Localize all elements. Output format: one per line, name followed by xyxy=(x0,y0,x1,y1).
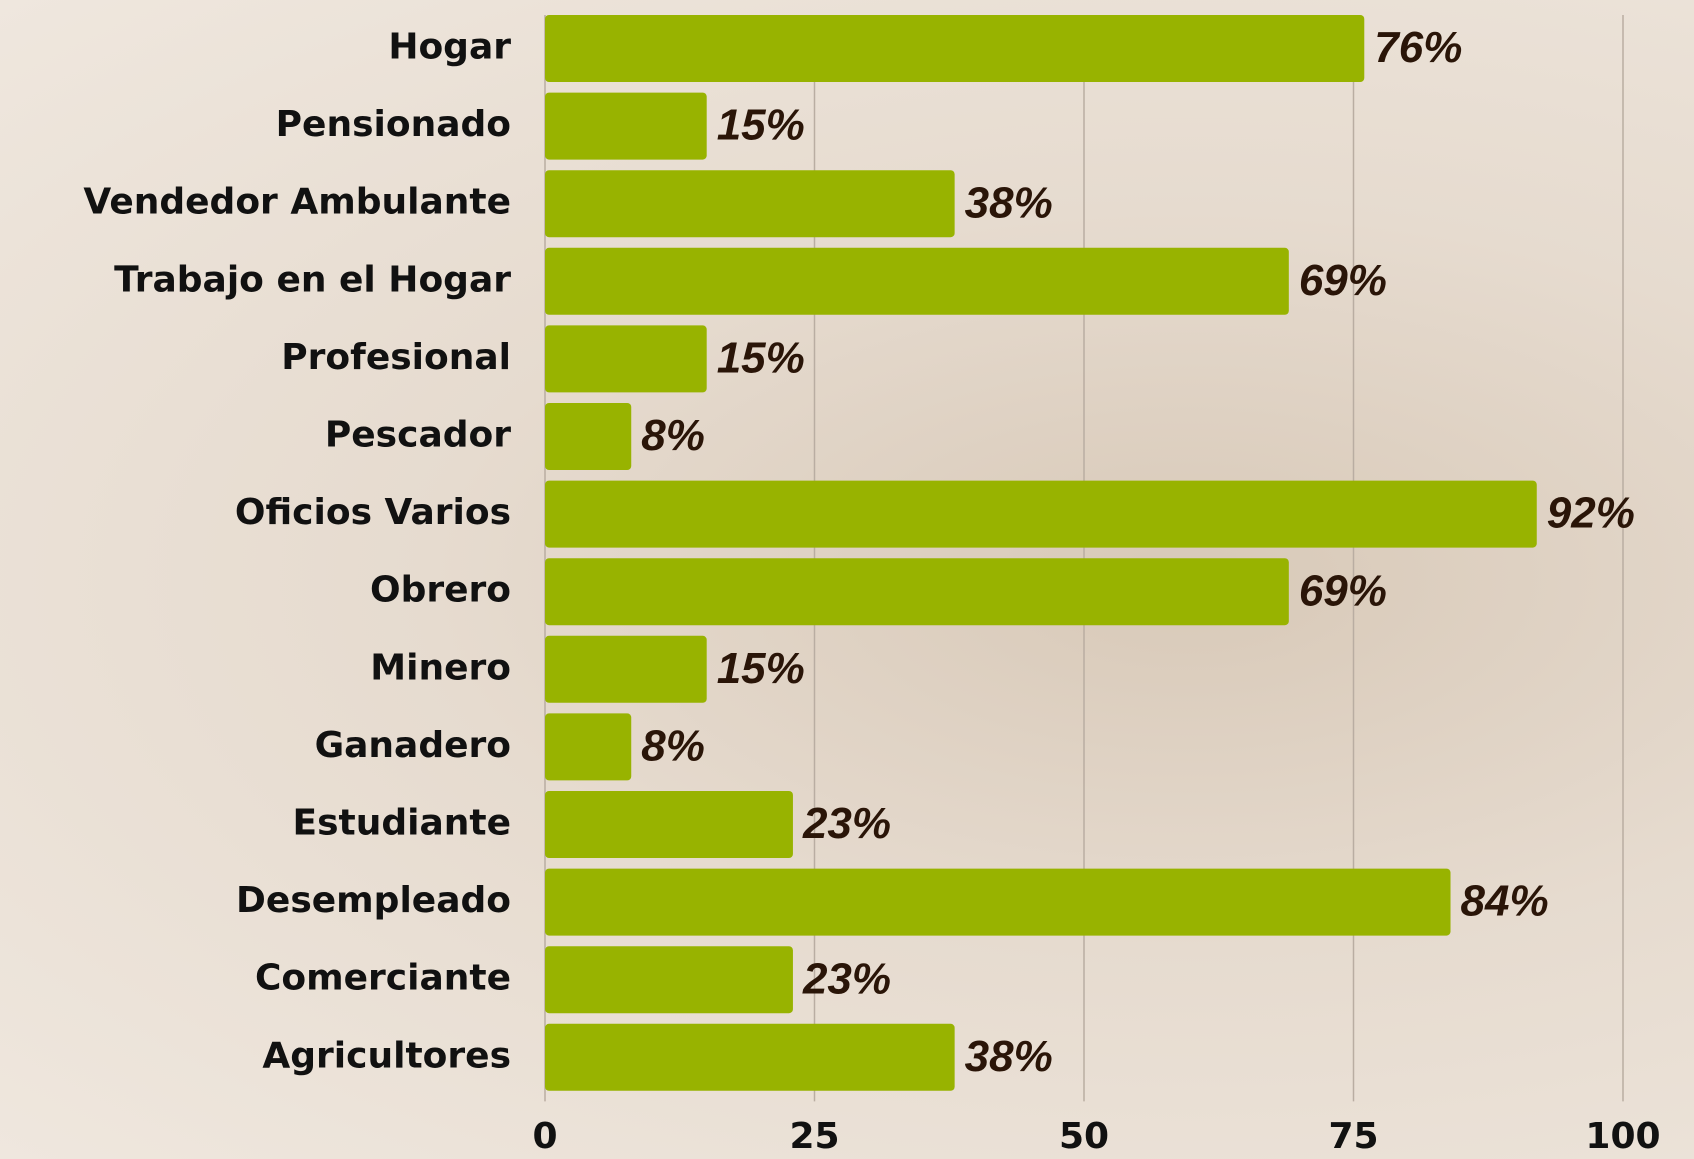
value-label: 23% xyxy=(802,799,891,848)
bar xyxy=(545,791,793,858)
value-label: 38% xyxy=(965,178,1053,227)
bar xyxy=(545,946,793,1014)
value-label: 8% xyxy=(641,722,705,771)
y-tick-label: Pensionado xyxy=(276,104,511,145)
bar xyxy=(545,15,1365,82)
y-tick-label: Hogar xyxy=(388,27,511,68)
y-tick-label: Estudiante xyxy=(292,803,511,844)
x-tick-label: 75 xyxy=(1328,1116,1378,1157)
value-label: 92% xyxy=(1547,489,1635,538)
bar xyxy=(545,92,707,160)
y-tick-label: Vendedor Ambulante xyxy=(83,182,511,223)
value-label: 15% xyxy=(717,334,805,383)
value-label: 69% xyxy=(1299,566,1387,615)
bar xyxy=(545,325,707,393)
y-tick-label: Ganadero xyxy=(315,725,511,766)
value-label: 38% xyxy=(965,1032,1053,1081)
bar xyxy=(545,868,1451,936)
x-tick-label: 0 xyxy=(532,1116,557,1157)
value-label: 84% xyxy=(1461,877,1549,926)
x-tick-label: 25 xyxy=(789,1116,839,1157)
value-label: 23% xyxy=(802,954,891,1003)
value-label: 8% xyxy=(641,411,705,460)
bar xyxy=(545,403,632,470)
x-tick-label: 50 xyxy=(1059,1116,1109,1157)
value-label: 15% xyxy=(717,644,805,693)
y-tick-label: Trabajo en el Hogar xyxy=(114,259,511,300)
bar xyxy=(545,635,707,703)
bar xyxy=(545,558,1289,626)
y-tick-label: Comerciante xyxy=(255,958,511,999)
bar xyxy=(545,480,1537,548)
bar xyxy=(545,247,1289,315)
y-tick-label: Desempleado xyxy=(236,880,511,921)
bar xyxy=(545,713,632,781)
y-tick-label: Minero xyxy=(370,647,511,688)
value-label: 69% xyxy=(1299,256,1387,305)
y-tick-label: Obrero xyxy=(370,570,511,611)
y-tick-label: Pescador xyxy=(325,415,511,456)
y-tick-label: Agricultores xyxy=(262,1035,511,1076)
x-tick-label: 100 xyxy=(1585,1116,1660,1157)
y-tick-label: Oficios Varios xyxy=(235,492,511,533)
y-tick-label: Profesional xyxy=(281,337,511,378)
value-label: 15% xyxy=(717,101,805,150)
bar xyxy=(545,170,955,238)
bar xyxy=(545,1023,955,1091)
value-label: 76% xyxy=(1374,23,1462,72)
